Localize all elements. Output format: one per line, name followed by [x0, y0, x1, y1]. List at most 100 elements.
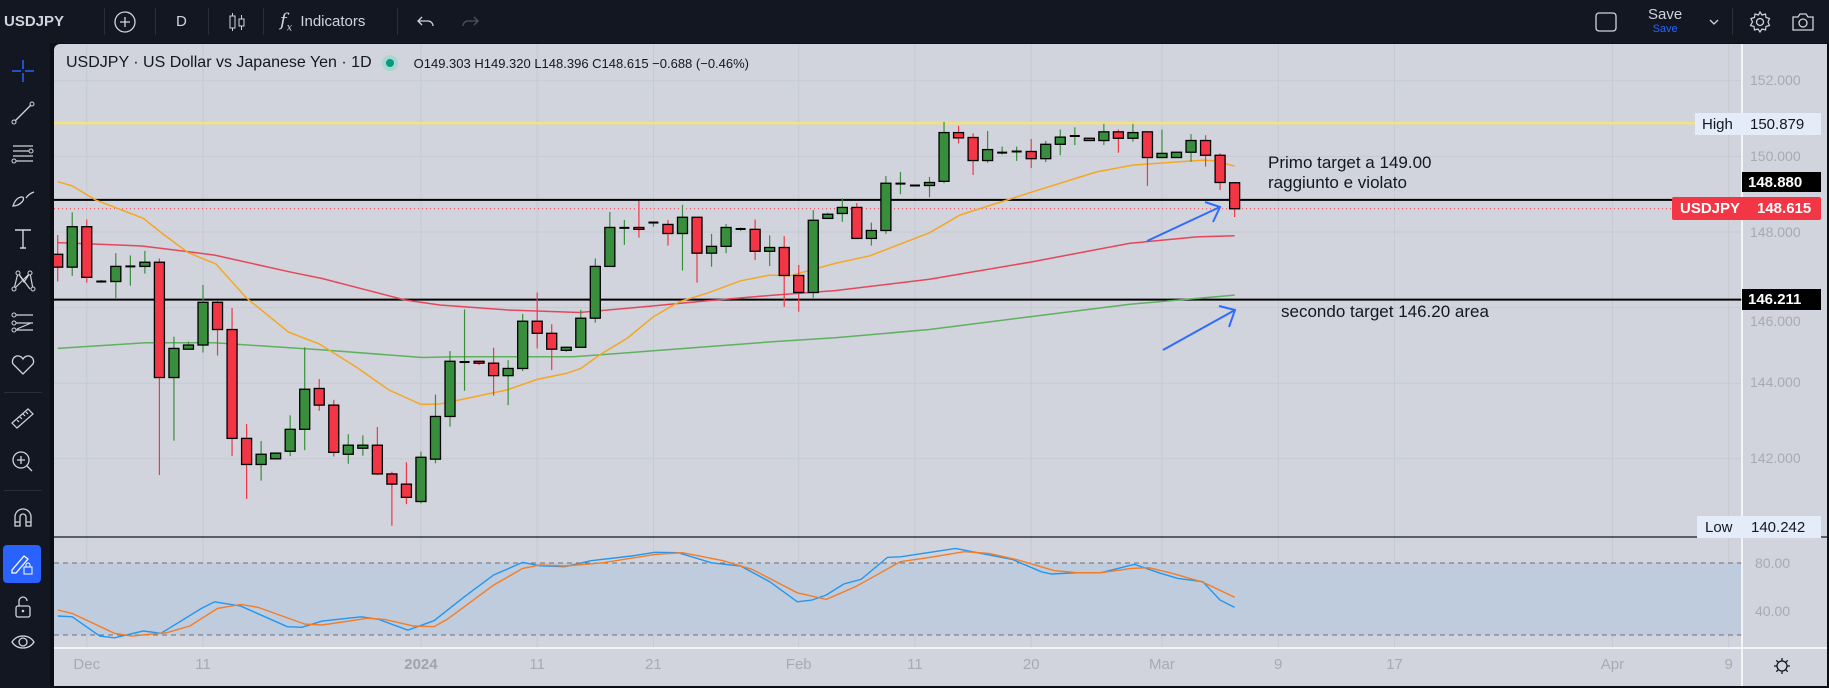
candle-body: [836, 206, 848, 215]
candle-body: [255, 453, 267, 466]
low-label: Low 140.242: [1697, 516, 1821, 538]
plus-circle-icon: [114, 10, 136, 33]
compare-symbol-button[interactable]: [113, 0, 137, 43]
price-tick: 144.000: [1750, 374, 1801, 390]
chart-type-button[interactable]: [226, 0, 248, 43]
gear-icon: [1749, 10, 1771, 33]
candle-body: [197, 301, 209, 346]
price-tick: 148.000: [1750, 224, 1801, 240]
candle-body: [807, 219, 819, 294]
candle-body: [1083, 137, 1095, 142]
symbol-label: USDJPY: [4, 13, 65, 30]
pattern-icon: [11, 270, 36, 292]
indicators-button[interactable]: fx Indicators: [280, 0, 365, 43]
magnet-tool[interactable]: [5, 501, 41, 535]
candle-body: [182, 344, 195, 350]
candle-body: [168, 347, 180, 379]
candle-body: [1127, 131, 1139, 139]
candle-body: [589, 265, 601, 319]
pattern-tool[interactable]: [5, 264, 41, 298]
candle-body: [981, 148, 994, 162]
eye-icon: [11, 635, 35, 649]
candle-body: [1112, 131, 1125, 139]
save-button[interactable]: Save Save: [1648, 0, 1682, 43]
line1-value: 148.880: [1748, 173, 1803, 191]
zoom-in-icon: [12, 451, 33, 472]
price-tick: 152.000: [1750, 72, 1801, 88]
visibility-tool[interactable]: [5, 626, 41, 660]
candle-body: [1214, 154, 1226, 184]
candle-body: [371, 444, 384, 475]
time-tick: 2024: [404, 656, 438, 673]
measure-tool[interactable]: [5, 401, 41, 435]
annotation-first-target[interactable]: Primo target a 149.00 raggiunto e violat…: [1268, 153, 1431, 193]
fib-tool[interactable]: [5, 137, 41, 171]
candle-body: [531, 320, 543, 334]
indicators-label: Indicators: [300, 13, 366, 30]
time-tick: 20: [1022, 656, 1040, 673]
save-menu-button[interactable]: [1708, 0, 1720, 43]
arrow-annotation-1[interactable]: [1146, 201, 1222, 242]
symbol-description: USDJPY · US Dollar vs Japanese Yen · 1D: [66, 54, 372, 71]
candle-body: [386, 473, 398, 485]
lock-drawings-tool[interactable]: [3, 545, 41, 583]
redo-button[interactable]: [460, 0, 480, 43]
price-tick: 142.000: [1750, 450, 1801, 466]
time-tick: Dec: [73, 656, 101, 673]
chart-legend[interactable]: USDJPY · US Dollar vs Japanese Yen · 1D …: [66, 54, 749, 72]
candles-icon: [229, 12, 245, 31]
ma-fast-line: [57, 159, 1235, 406]
axis-settings-button[interactable]: [1772, 656, 1792, 681]
time-tick: Feb: [785, 656, 812, 673]
chevron-down-icon: [1709, 19, 1719, 25]
symbol-search-button[interactable]: USDJPY: [4, 0, 64, 43]
ohlc-values: O149.303 H149.320 L148.396 C148.615 −0.6…: [413, 55, 750, 71]
candle-body: [560, 346, 572, 351]
prediction-tool[interactable]: [5, 306, 41, 340]
unlock-icon: [15, 596, 31, 618]
time-tick: Apr: [1600, 656, 1625, 673]
time-tick: 21: [645, 656, 662, 673]
camera-icon: [1792, 12, 1814, 31]
low-value: 140.242: [1751, 518, 1806, 536]
candle-body: [429, 415, 442, 460]
gear-icon: [1774, 658, 1790, 674]
time-tick: 11: [195, 656, 211, 673]
snapshot-button[interactable]: [1790, 0, 1816, 43]
candle-body: [1054, 136, 1066, 145]
candle-body: [502, 367, 514, 377]
last-price: 148.615: [1757, 200, 1812, 217]
crosshair-icon: [12, 60, 34, 82]
arrow-annotation-2[interactable]: [1162, 305, 1237, 351]
candle-body: [299, 388, 311, 430]
high-value: 150.879: [1750, 115, 1805, 133]
candle-body: [357, 444, 369, 449]
high-label: High 150.879: [1695, 113, 1821, 135]
settings-button[interactable]: [1748, 0, 1772, 43]
brush-icon: [12, 191, 35, 207]
magnet-icon: [14, 508, 32, 527]
candle-body: [269, 452, 282, 460]
annotation-second-target[interactable]: secondo target 146.20 area: [1281, 302, 1489, 322]
favorites-tool[interactable]: [5, 348, 41, 382]
ma-mid-line: [57, 235, 1235, 314]
symbol-tag: USDJPY: [1680, 200, 1741, 217]
undo-button[interactable]: [416, 0, 436, 43]
text-tool[interactable]: [5, 222, 41, 256]
candle-body: [444, 360, 456, 418]
brush-tool[interactable]: [5, 181, 41, 215]
unlock-tool[interactable]: [5, 590, 41, 624]
interval-button[interactable]: D: [176, 0, 187, 43]
trend-line-tool[interactable]: [5, 96, 41, 130]
candle-body: [400, 483, 413, 499]
crosshair-tool[interactable]: [5, 54, 41, 88]
osc-tick: 80.00: [1755, 555, 1791, 571]
save-label: Save: [1648, 5, 1683, 23]
candle-body: [284, 428, 296, 452]
zoom-in-tool[interactable]: [5, 445, 41, 479]
candle-body: [313, 387, 325, 406]
candle-body: [604, 226, 616, 268]
fullscreen-button[interactable]: [1594, 0, 1618, 43]
market-open-indicator: [381, 55, 398, 71]
